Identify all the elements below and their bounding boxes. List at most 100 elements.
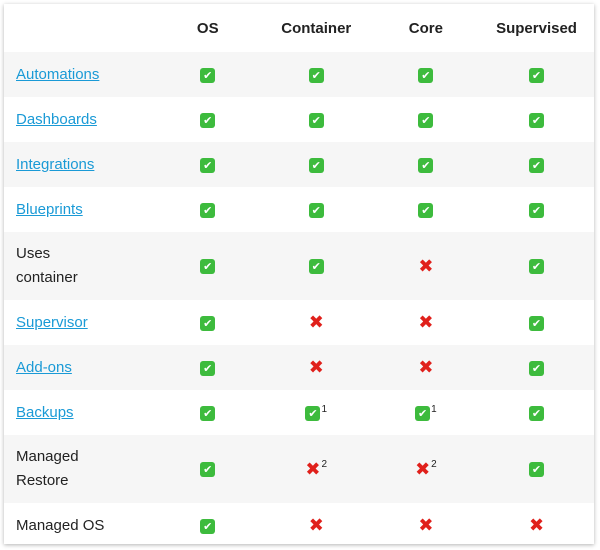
table-row: Automations ✔ ✔ ✔ ✔ bbox=[4, 52, 594, 97]
footnote-ref: 2 bbox=[431, 458, 437, 470]
row-label-cell: Blueprints bbox=[4, 187, 156, 232]
status-cell: ✔ bbox=[479, 435, 594, 503]
row-link[interactable]: Dashboards bbox=[16, 110, 97, 128]
header-row: OS Container Core Supervised bbox=[4, 4, 594, 52]
table-row: Add-ons ✔ ✖ ✖ ✔ bbox=[4, 345, 594, 390]
cross-icon: ✖ bbox=[418, 357, 434, 378]
row-link[interactable]: Integrations bbox=[16, 155, 95, 173]
table: OS Container Core Supervised Automations ✔ ✔ ✔… bbox=[4, 4, 594, 548]
cross-icon: ✖ bbox=[308, 515, 324, 536]
check-icon: ✔ bbox=[200, 405, 216, 421]
row-label-cell: Supervisor bbox=[4, 300, 156, 345]
status-cell: ✔ bbox=[479, 97, 594, 142]
status-cell: ✔ bbox=[156, 142, 260, 187]
check-icon: ✔ bbox=[529, 157, 545, 173]
status-cell: ✖ bbox=[260, 300, 373, 345]
table-body: Automations ✔ ✔ ✔ ✔ Dashboards ✔ ✔ ✔ ✔ Integration… bbox=[4, 52, 594, 548]
status-cell: ✖ bbox=[479, 503, 594, 548]
column-header: Supervised bbox=[496, 19, 577, 37]
status-cell: ✔ bbox=[156, 435, 260, 503]
cross-icon: ✖ bbox=[528, 515, 545, 536]
status-cell: ✔ 1 bbox=[260, 390, 373, 435]
status-cell: ✖ bbox=[373, 345, 479, 390]
status-cell: ✔ bbox=[156, 97, 260, 142]
check-icon: ✔ bbox=[529, 405, 545, 421]
status-cell: ✔ bbox=[479, 345, 594, 390]
check-icon: ✔ bbox=[200, 315, 216, 331]
table-row: Integrations ✔ ✔ ✔ ✔ bbox=[4, 142, 594, 187]
status-cell: ✖ bbox=[373, 300, 479, 345]
check-icon: ✔ bbox=[305, 406, 321, 422]
check-icon: ✔ bbox=[529, 112, 545, 128]
column-header: Core bbox=[408, 19, 443, 37]
status-cell: ✔ bbox=[479, 187, 594, 232]
row-label-cell: Managed Restore bbox=[4, 435, 156, 503]
row-label-cell: Backups bbox=[4, 390, 156, 435]
check-icon: ✔ bbox=[200, 202, 216, 218]
check-icon: ✔ bbox=[200, 259, 216, 275]
status-cell: ✖ bbox=[373, 232, 479, 300]
check-icon: ✔ bbox=[415, 406, 431, 422]
footnote-ref: 1 bbox=[321, 403, 328, 415]
row-label: Uses container bbox=[16, 245, 78, 286]
check-icon: ✔ bbox=[308, 259, 324, 275]
status-cell: ✔ bbox=[156, 232, 260, 300]
status-cell: ✔ bbox=[479, 142, 594, 187]
status-cell: ✔ bbox=[156, 503, 260, 548]
status-cell: ✖ bbox=[260, 345, 373, 390]
check-icon: ✔ bbox=[529, 462, 545, 478]
status-cell: ✔ bbox=[260, 142, 373, 187]
status-cell: ✔ 1 bbox=[373, 390, 479, 435]
status-cell: ✔ bbox=[156, 390, 260, 435]
check-icon: ✔ bbox=[529, 315, 545, 331]
check-icon: ✔ bbox=[200, 112, 216, 128]
check-icon: ✔ bbox=[418, 112, 434, 128]
check-icon: ✔ bbox=[200, 67, 216, 83]
check-icon: ✔ bbox=[529, 360, 545, 376]
check-icon: ✔ bbox=[308, 112, 324, 128]
cross-icon: ✖ bbox=[418, 312, 434, 333]
status-cell: ✔ bbox=[156, 300, 260, 345]
row-link[interactable]: Blueprints bbox=[16, 200, 83, 218]
row-link[interactable]: Automations bbox=[16, 65, 100, 83]
status-cell: ✔ bbox=[156, 345, 260, 390]
cross-icon: ✖ bbox=[415, 458, 431, 480]
cross-icon: ✖ bbox=[418, 255, 434, 277]
table-row: Blueprints ✔ ✔ ✔ ✔ bbox=[4, 187, 594, 232]
check-icon: ✔ bbox=[200, 518, 216, 534]
cross-icon: ✖ bbox=[308, 357, 324, 378]
comparison-table: OS Container Core Supervised Automations ✔ ✔ ✔… bbox=[4, 4, 594, 544]
row-label-cell: Integrations bbox=[4, 142, 156, 187]
cross-icon: ✖ bbox=[418, 515, 434, 536]
check-icon: ✔ bbox=[529, 259, 545, 275]
cross-icon: ✖ bbox=[305, 458, 321, 480]
status-cell: ✔ bbox=[260, 52, 373, 97]
check-icon: ✔ bbox=[529, 67, 545, 83]
status-cell: ✔ bbox=[260, 232, 373, 300]
status-cell: ✔ bbox=[479, 52, 594, 97]
check-icon: ✔ bbox=[529, 202, 545, 218]
row-link[interactable]: Backups bbox=[16, 403, 74, 421]
row-label-cell: Dashboards bbox=[4, 97, 156, 142]
row-label-cell: Managed OS bbox=[4, 503, 156, 548]
row-label-cell: Uses container bbox=[4, 232, 156, 300]
row-label-cell: Automations bbox=[4, 52, 156, 97]
status-cell: ✖2 bbox=[260, 435, 373, 503]
status-cell: ✖ bbox=[373, 503, 479, 548]
check-icon: ✔ bbox=[200, 360, 216, 376]
check-icon: ✔ bbox=[200, 157, 216, 173]
row-link[interactable]: Supervisor bbox=[16, 313, 88, 331]
status-cell: ✔ bbox=[156, 187, 260, 232]
column-header: OS bbox=[196, 19, 219, 37]
check-icon: ✔ bbox=[418, 157, 434, 173]
row-label-cell: Add-ons bbox=[4, 345, 156, 390]
status-cell: ✔ bbox=[373, 187, 479, 232]
table-row: Managed OS ✔ ✖ ✖ ✖ bbox=[4, 503, 594, 548]
check-icon: ✔ bbox=[308, 157, 324, 173]
status-cell: ✔ bbox=[373, 142, 479, 187]
check-icon: ✔ bbox=[418, 202, 434, 218]
row-link[interactable]: Add-ons bbox=[16, 358, 72, 376]
cross-icon: ✖ bbox=[308, 312, 324, 333]
corner bbox=[4, 4, 156, 52]
